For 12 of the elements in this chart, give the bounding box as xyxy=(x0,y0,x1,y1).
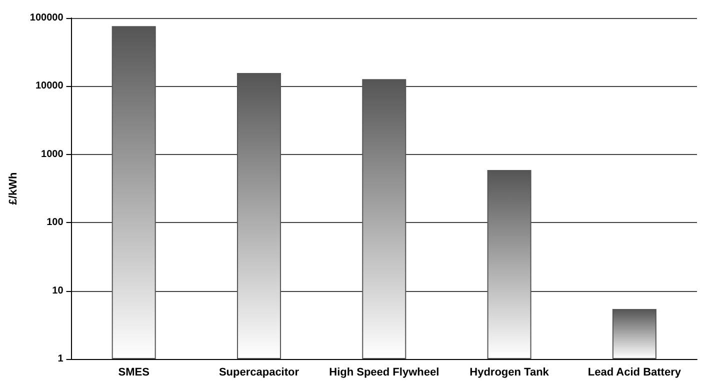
y-axis-title: £/kWh xyxy=(8,172,20,205)
x-tick-label: High Speed Flywheel xyxy=(329,366,440,378)
y-tick-label: 1000 xyxy=(41,148,64,160)
x-tick-label: SMES xyxy=(118,366,150,378)
y-tick-label: 1 xyxy=(58,354,64,364)
x-tick-label: Lead Acid Battery xyxy=(588,366,682,378)
y-tick-label: 10 xyxy=(52,285,64,296)
y-tick-label: 100000 xyxy=(30,12,64,24)
y-tick-label: 10000 xyxy=(35,80,64,92)
x-tick-label: Hydrogen Tank xyxy=(470,366,550,378)
x-tick-label: Supercapacitor xyxy=(218,366,300,378)
y-tick-label: 100 xyxy=(46,217,64,228)
